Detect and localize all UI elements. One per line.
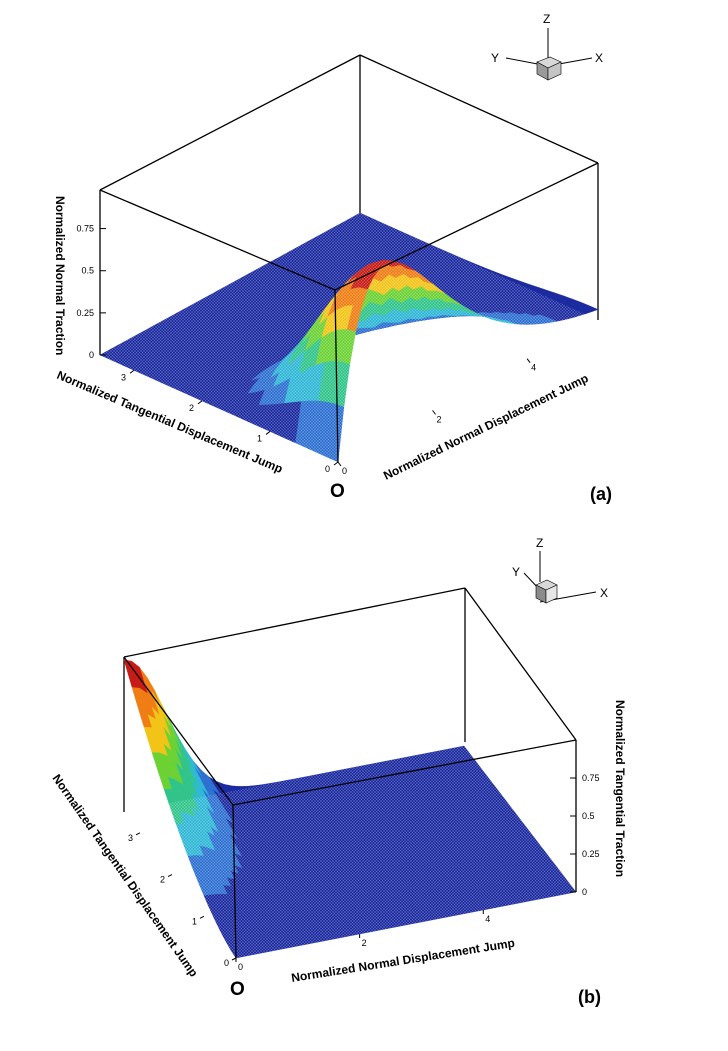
chart-a-surface (99, 212, 599, 463)
chart-a-xtick-mark (337, 461, 342, 467)
chart-b-surface (123, 659, 577, 959)
chart-b-box-front (123, 656, 577, 959)
chart-b-tangential-traction: 0 0.25 0.5 0.75 0 1 2 3 0 2 4 Normalized Tangentia… (50, 536, 627, 1007)
chart-b-ytick-mark (231, 957, 237, 961)
chart-a-xtick-label: 4 (531, 363, 536, 373)
chart-b-ztick-label: 0.25 (582, 849, 600, 859)
chart-a-ytick-mark (265, 431, 271, 435)
chart-b-ytick-mark (135, 832, 141, 836)
chart-a-triad-y: Y (491, 51, 499, 65)
chart-a-ytick-label: 0 (325, 464, 330, 474)
chart-a-mesh-overlay (100, 213, 598, 462)
chart-a-ztick-label: 0.75 (76, 224, 94, 234)
chart-b-axis-triad: Z Y X (512, 536, 608, 604)
chart-a-panel-label: (a) (590, 484, 612, 504)
chart-b-triad-z: Z (536, 536, 543, 550)
chart-b-ytick-label: 1 (192, 916, 197, 926)
chart-b-triad-y: Y (512, 565, 520, 579)
chart-b-ztick-label: 0.75 (582, 773, 600, 783)
chart-b-ztick-label: 0 (582, 887, 587, 897)
chart-b-zlabel: Normalized Tangential Traction (613, 700, 627, 877)
chart-a-zlabel: Normalized Normal Traction (53, 196, 67, 355)
chart-b-triad-x: X (600, 586, 608, 600)
chart-b-ytick-label: 0 (224, 958, 229, 968)
chart-a-ztick-label: 0.25 (76, 308, 94, 318)
chart-a-triad-x: X (595, 51, 603, 65)
chart-a-axis-triad: Z Y X (491, 12, 603, 81)
chart-a-origin-label: O (330, 481, 345, 502)
chart-a-ytick-label: 2 (189, 403, 194, 413)
chart-b-origin-label: O (230, 979, 245, 1000)
chart-b-ytick-mark (199, 915, 205, 919)
chart-b-xtick-label: 4 (485, 914, 490, 924)
chart-b-xtick-label: 0 (238, 962, 243, 972)
chart-a-ytick-label: 3 (121, 372, 126, 382)
chart-a-ytick-mark (197, 400, 203, 405)
chart-a-ytick-label: 1 (257, 433, 262, 443)
chart-b-xlabel: Normalized Normal Displacement Jump (290, 936, 515, 985)
chart-a-ztick-label: 0.5 (81, 266, 94, 276)
chart-a-xtick-label: 2 (437, 414, 442, 424)
chart-b-mesh-overlay (124, 746, 576, 958)
chart-a-box-front (99, 162, 599, 463)
chart-a-xtick-mark (526, 358, 531, 364)
chart-a-xtick-label: 0 (342, 466, 347, 476)
chart-a-ytick-mark (333, 461, 339, 466)
chart-a-ztick-label: 0 (89, 350, 94, 360)
chart-a-box-back (99, 54, 599, 355)
chart-b-ytick-mark (167, 874, 173, 878)
chart-b-ytick-label: 3 (128, 833, 133, 843)
chart-a-normal-traction: 0 0.25 0.5 0.75 0 1 2 3 0 2 4 Normalized Normal Tr… (53, 12, 612, 504)
chart-b-xtick-label: 2 (362, 938, 367, 948)
chart-a-xtick-mark (432, 410, 436, 415)
chart-a-triad-z: Z (543, 12, 550, 26)
chart-b-ytick-label: 2 (160, 875, 165, 885)
chart-a-ytick-mark (129, 369, 135, 374)
chart-b-panel-label: (b) (578, 987, 601, 1007)
chart-b-ztick-label: 0.5 (582, 811, 595, 821)
